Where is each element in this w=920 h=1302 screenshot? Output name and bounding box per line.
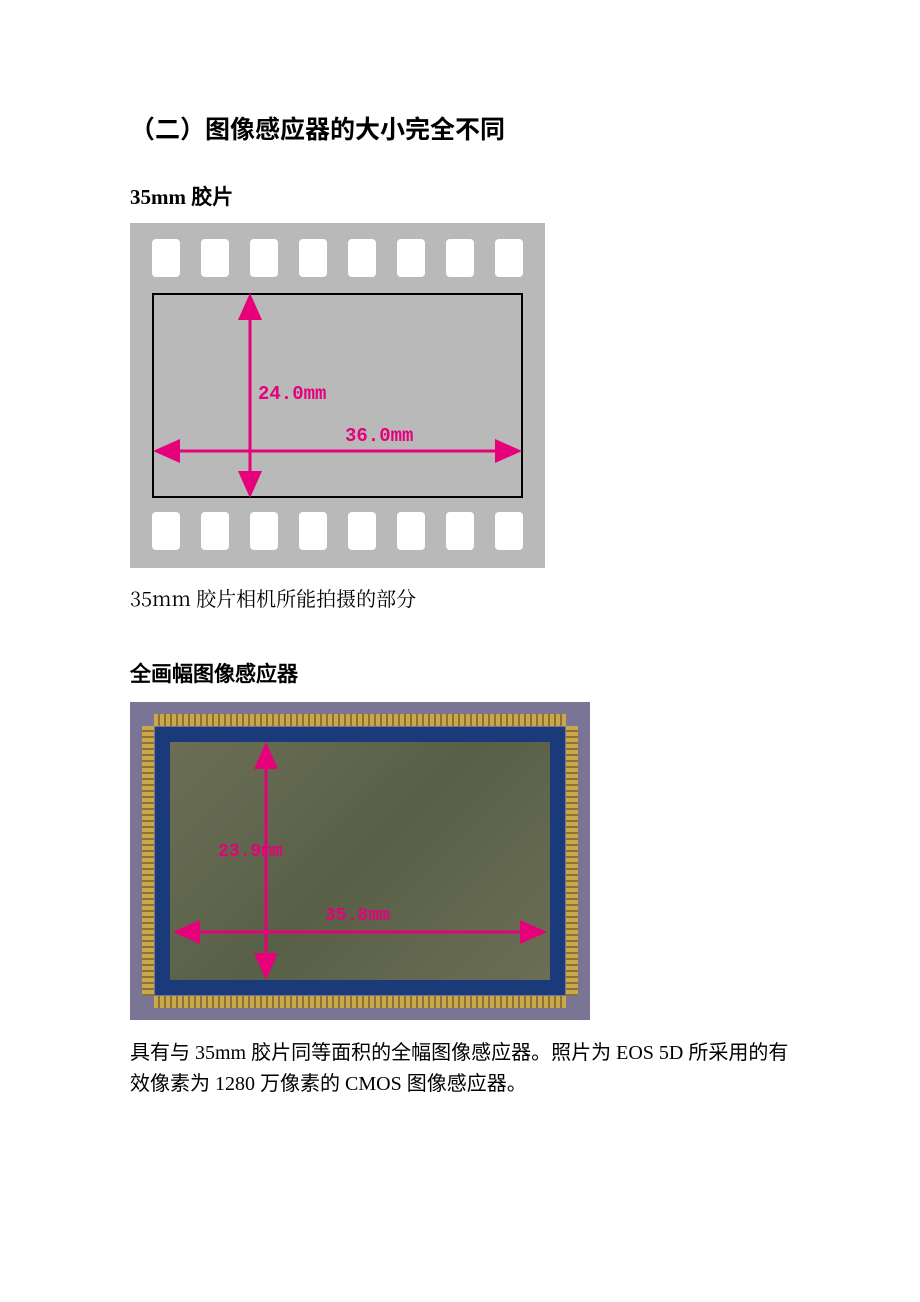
sprocket-hole xyxy=(348,239,376,277)
film-heading: 35mm 胶片 xyxy=(130,181,790,211)
sprocket-hole xyxy=(495,239,523,277)
sprocket-hole xyxy=(250,512,278,550)
pin-strip-right xyxy=(566,726,578,996)
film-frame xyxy=(152,293,523,498)
sprocket-hole xyxy=(201,512,229,550)
sprocket-hole xyxy=(152,239,180,277)
sprocket-row-bottom xyxy=(130,512,545,552)
sprocket-hole xyxy=(299,512,327,550)
sensor-figure: 23.9mm 35.8mm xyxy=(130,702,590,1020)
pin-strip-top xyxy=(154,714,566,726)
sprocket-hole xyxy=(397,239,425,277)
film-dim-height: 24.0mm xyxy=(258,383,326,405)
sprocket-hole xyxy=(446,512,474,550)
sprocket-hole xyxy=(152,512,180,550)
sprocket-hole xyxy=(446,239,474,277)
pin-strip-left xyxy=(142,726,154,996)
sprocket-hole xyxy=(250,239,278,277)
sprocket-hole xyxy=(348,512,376,550)
sensor-paragraph: 具有与 35mm 胶片同等面积的全幅图像感应器。照片为 EOS 5D 所采用的有… xyxy=(130,1038,790,1100)
sprocket-row-top xyxy=(130,239,545,279)
section-title: （二）图像感应器的大小完全不同 xyxy=(130,110,790,146)
sprocket-hole xyxy=(397,512,425,550)
sprocket-hole xyxy=(495,512,523,550)
film-dim-width: 36.0mm xyxy=(345,425,413,447)
sprocket-hole xyxy=(299,239,327,277)
film-block: 35mm 胶片 24.0mm 36.0mm 35mm 胶片相机所能拍摄的部分 xyxy=(130,181,790,613)
sensor-heading: 全画幅图像感应器 xyxy=(130,658,790,688)
sprocket-hole xyxy=(201,239,229,277)
sensor-dim-width: 35.8mm xyxy=(325,906,390,926)
sensor-block: 全画幅图像感应器 23.9mm 35.8mm 具有与 35mm 胶片同等面积的全… xyxy=(130,658,790,1100)
film-caption: 35mm 胶片相机所能拍摄的部分 xyxy=(130,583,790,613)
sensor-dim-height: 23.9mm xyxy=(218,842,283,862)
film-figure: 24.0mm 36.0mm xyxy=(130,223,545,568)
pin-strip-bottom xyxy=(154,996,566,1008)
